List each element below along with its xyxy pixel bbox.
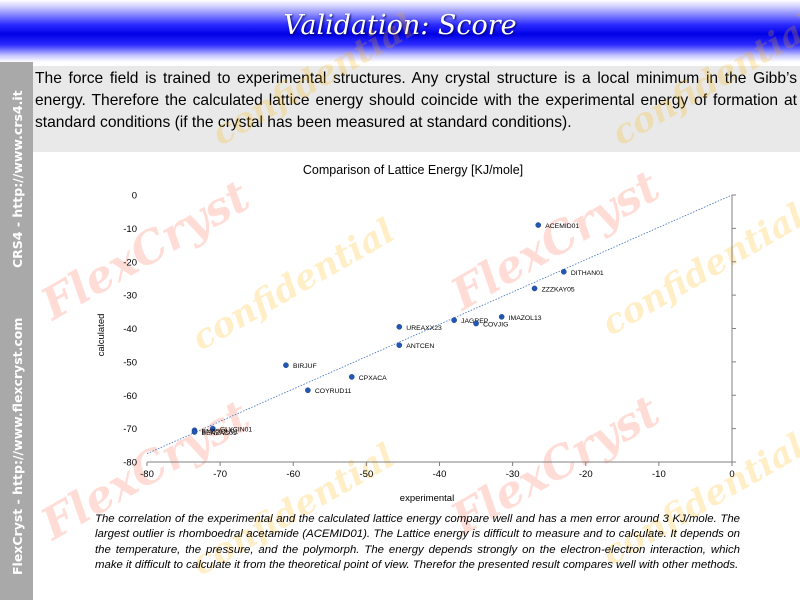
data-point-label: UREAXX23 — [406, 325, 442, 332]
data-point-label: COVJIG — [483, 321, 508, 328]
y-tick-label: -20 — [123, 257, 137, 268]
data-point — [210, 425, 216, 432]
y-axis-label: calculated — [96, 314, 107, 357]
x-tick-label: -40 — [433, 469, 447, 480]
data-point — [535, 222, 542, 228]
chart-title: Comparison of Lattice Energy [KJ/mole] — [303, 163, 523, 177]
title-bar: Validation: Score — [0, 0, 800, 62]
x-tick-label: -50 — [360, 469, 374, 480]
y-tick-label: -10 — [123, 224, 137, 235]
lattice-energy-chart: Comparison of Lattice Energy [KJ/mole] -… — [96, 163, 736, 504]
data-point — [396, 324, 403, 330]
y-tick-label: -30 — [123, 291, 137, 302]
left-sidebar — [0, 62, 33, 600]
x-tick-label: -70 — [213, 469, 227, 480]
intro-text: The force field is trained to experiment… — [35, 70, 797, 131]
x-tick-label: -60 — [286, 469, 300, 480]
data-points: ACEMID01DITHAN01ZZZKAY05IMAZOL13JAGREPCO… — [191, 222, 604, 437]
data-point-label: ZZZKAY05 — [542, 286, 575, 293]
data-point-label: CPXACA — [359, 375, 387, 382]
data-point-label: COYRUD11 — [315, 388, 352, 395]
data-point-label: BENZAC01 — [202, 430, 237, 437]
data-point — [451, 317, 457, 323]
axis-ticks: -80 -70 -60 -50 -40 -30 -20 -10 0 0 -10 -20 -30 -40 -5… — [123, 191, 736, 480]
data-point — [531, 285, 538, 292]
x-tick-label: -10 — [652, 469, 666, 480]
sidebar-crs4-link[interactable]: CRS4 - http://www.crs4.it — [10, 90, 25, 268]
x-tick-label: -30 — [506, 469, 520, 480]
data-point-label: BIRJUF — [293, 363, 317, 370]
data-point-label: ANTCEN — [406, 343, 434, 350]
y-tick-label: -40 — [123, 324, 137, 335]
data-point-label: ACEMID01 — [545, 223, 579, 230]
caption-text: The correlation of the experimental and … — [95, 513, 740, 571]
intro-background — [33, 66, 800, 152]
x-tick-label: -80 — [140, 469, 154, 480]
y-tick-label: -60 — [123, 391, 137, 402]
x-tick-label: 0 — [729, 469, 734, 480]
data-point — [561, 268, 567, 275]
y-tick-label: -80 — [123, 458, 137, 469]
y-tick-label: -50 — [123, 357, 137, 368]
data-point — [305, 387, 311, 394]
x-axis-label: experimental — [400, 493, 454, 504]
sidebar-flexcryst-link[interactable]: FlexCryst - http://www.flexcryst.com — [10, 317, 25, 575]
data-point-label: GLYCIN01 — [220, 427, 253, 434]
y-tick-label: 0 — [132, 191, 137, 202]
data-point-label: BNZOQU01 — [202, 428, 239, 435]
data-point-label: IMAZOL13 — [509, 315, 542, 322]
data-point — [283, 362, 289, 369]
data-point — [473, 320, 479, 327]
data-point — [191, 429, 198, 435]
y-tick-label: -70 — [123, 424, 137, 435]
data-point — [348, 374, 355, 380]
data-point — [396, 342, 403, 348]
x-tick-label: -20 — [579, 469, 593, 480]
data-point-label: DITHAN01 — [571, 270, 604, 277]
slide-title: Validation: Score — [283, 10, 517, 41]
data-point — [498, 314, 505, 320]
